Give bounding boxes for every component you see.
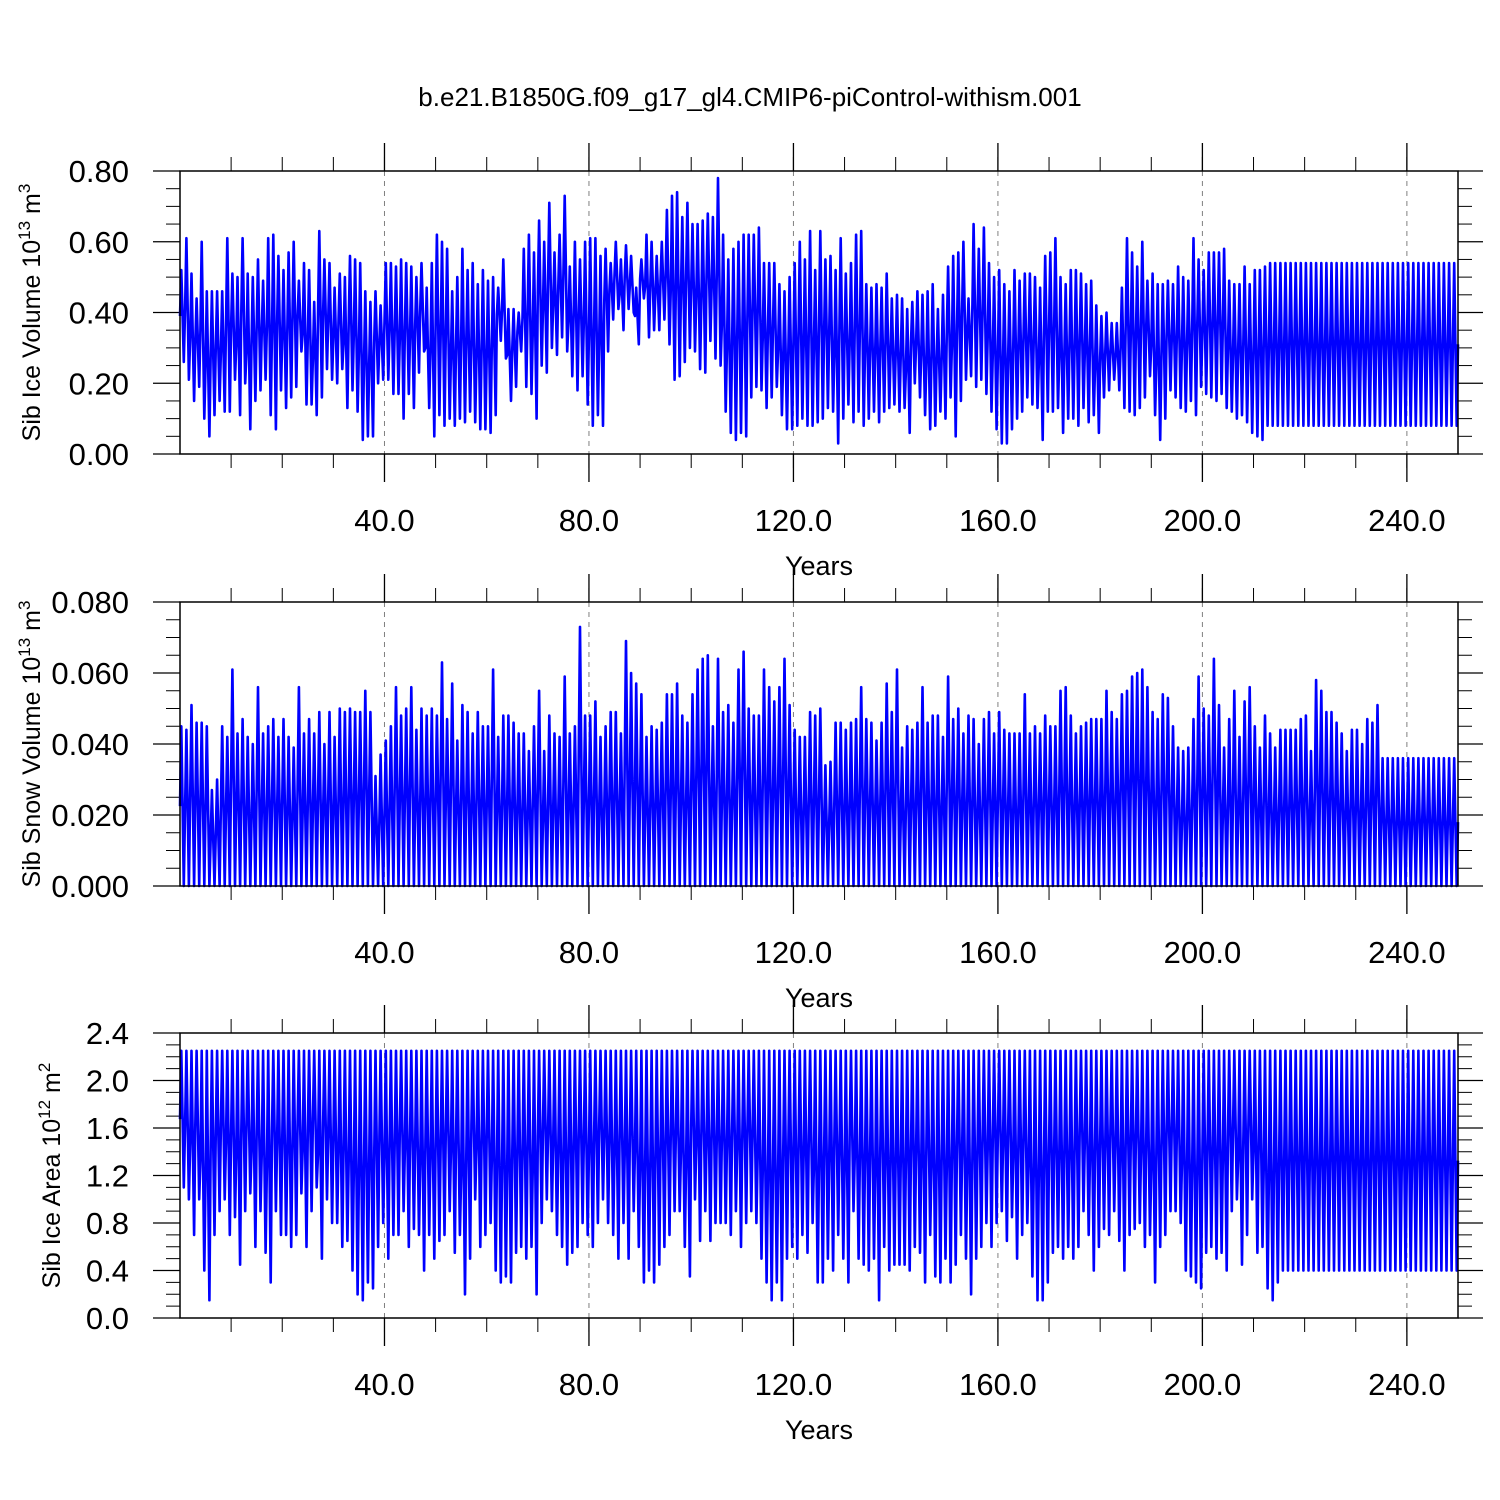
- plot-frame: [179, 601, 1459, 887]
- panel-1: 0.00 0.20 0.40 0.60 0.80 40.0 80.0 120.0 160.0 20…: [15, 143, 1483, 581]
- figure-title: b.e21.B1850G.f09_g17_gl4.CMIP6-piControl…: [418, 82, 1081, 112]
- y-tick-label: 0.020: [51, 798, 129, 833]
- series-line: [178, 176, 1460, 445]
- panel-3: 0.0 0.4 0.8 1.2 1.6 2.0 2.4 40.0 80.0 120.0 160.0 2…: [35, 1005, 1483, 1445]
- x-tick-label: 200.0: [1164, 503, 1242, 538]
- x-axis-title: Years: [785, 983, 853, 1013]
- y-axis-title: Sib Ice Area 1012 m2: [35, 1063, 66, 1289]
- y-tick-label: 0.20: [69, 366, 129, 401]
- y-tick-label: 0.80: [69, 154, 129, 189]
- y-tick-label: 0.4: [86, 1254, 129, 1289]
- x-tick-label: 120.0: [755, 935, 833, 970]
- y-tick-label: 0.0: [86, 1301, 129, 1336]
- x-tick-label: 240.0: [1368, 935, 1446, 970]
- y-tick-label: 1.2: [86, 1159, 129, 1194]
- x-tick-label: 200.0: [1164, 1367, 1242, 1402]
- y-tick-label: 0.60: [69, 225, 129, 260]
- y-tick-label: 0.080: [51, 585, 129, 620]
- x-tick-label: 160.0: [959, 1367, 1037, 1402]
- y-tick-label: 0.00: [69, 437, 129, 472]
- y-axis-title: Sib Ice Volume 1013 m3: [15, 184, 46, 442]
- x-tick-label: 80.0: [559, 935, 619, 970]
- x-axis-title: Years: [785, 551, 853, 581]
- panel-2: 0.000 0.020 0.040 0.060 0.080 40.0 80.0 120.0 16…: [15, 574, 1483, 1013]
- x-tick-label: 120.0: [755, 1367, 833, 1402]
- x-tick-label: 40.0: [354, 503, 414, 538]
- y-tick-label: 0.060: [51, 656, 129, 691]
- x-tick-label: 120.0: [755, 503, 833, 538]
- y-tick-label: 0.040: [51, 727, 129, 762]
- x-tick-label: 80.0: [559, 503, 619, 538]
- plot-frame: [179, 1032, 1459, 1319]
- x-tick-label: 40.0: [354, 1367, 414, 1402]
- plot-frame: [179, 170, 1459, 455]
- y-tick-label: 0.8: [86, 1206, 129, 1241]
- x-tick-label: 160.0: [959, 503, 1037, 538]
- x-tick-label: 80.0: [559, 1367, 619, 1402]
- x-tick-label: 200.0: [1164, 935, 1242, 970]
- x-axis-title: Years: [785, 1415, 853, 1445]
- y-axis-title: Sib Snow Volume 1013 m3: [15, 601, 46, 888]
- series-line: [178, 1049, 1460, 1302]
- y-tick-label: 0.000: [51, 869, 129, 904]
- x-tick-label: 240.0: [1368, 1367, 1446, 1402]
- y-tick-label: 2.0: [86, 1064, 129, 1099]
- y-tick-label: 0.40: [69, 296, 129, 331]
- x-tick-label: 160.0: [959, 935, 1037, 970]
- x-tick-label: 240.0: [1368, 503, 1446, 538]
- y-tick-label: 1.6: [86, 1111, 129, 1146]
- series-line: [178, 625, 1460, 888]
- y-tick-label: 2.4: [86, 1016, 129, 1051]
- x-tick-label: 40.0: [354, 935, 414, 970]
